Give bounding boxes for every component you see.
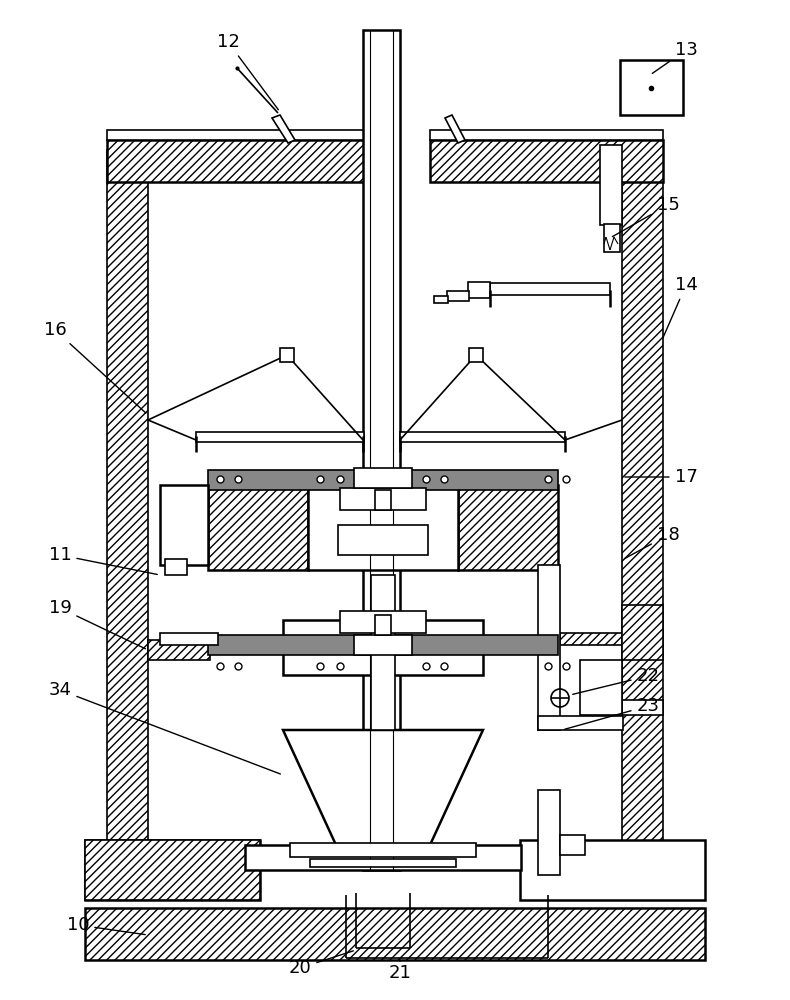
Bar xyxy=(280,348,294,362)
Polygon shape xyxy=(445,115,465,143)
Text: 20: 20 xyxy=(288,951,353,977)
Text: 17: 17 xyxy=(625,468,698,486)
Bar xyxy=(107,150,148,900)
Bar xyxy=(107,130,365,140)
Bar xyxy=(375,490,391,510)
Bar xyxy=(375,615,391,635)
Bar xyxy=(430,130,663,140)
Bar xyxy=(338,525,428,555)
Bar xyxy=(604,224,620,252)
Text: 19: 19 xyxy=(48,599,145,649)
Bar xyxy=(580,660,622,715)
Text: 13: 13 xyxy=(653,41,698,73)
Bar xyxy=(538,790,560,875)
Bar xyxy=(600,145,622,225)
Polygon shape xyxy=(283,730,483,845)
Bar xyxy=(458,485,558,570)
Bar xyxy=(196,432,364,442)
Bar xyxy=(430,140,663,182)
Bar xyxy=(354,468,412,488)
Bar xyxy=(340,611,426,633)
Bar xyxy=(160,633,218,645)
Bar xyxy=(245,845,521,870)
Bar xyxy=(208,635,558,655)
Text: 22: 22 xyxy=(573,667,660,694)
Bar xyxy=(400,432,565,442)
Bar xyxy=(622,605,663,660)
Bar xyxy=(290,843,476,857)
Bar xyxy=(354,635,412,655)
Bar xyxy=(622,700,663,715)
Bar xyxy=(560,633,622,645)
Bar xyxy=(560,835,585,855)
Text: 16: 16 xyxy=(43,321,146,413)
Bar xyxy=(363,30,400,870)
Circle shape xyxy=(551,689,569,707)
Bar xyxy=(85,840,260,900)
Bar xyxy=(538,565,560,730)
Bar xyxy=(85,840,260,900)
Text: 12: 12 xyxy=(216,33,278,110)
Bar xyxy=(310,859,456,867)
Text: 11: 11 xyxy=(49,546,157,574)
Text: 18: 18 xyxy=(624,526,679,559)
Bar xyxy=(208,485,308,570)
Bar xyxy=(469,348,483,362)
Bar xyxy=(340,488,426,510)
Bar xyxy=(622,150,663,900)
Bar xyxy=(447,291,469,301)
Bar xyxy=(165,559,187,575)
Text: 34: 34 xyxy=(48,681,280,774)
Bar xyxy=(208,470,558,490)
Text: 23: 23 xyxy=(565,697,660,729)
Text: 10: 10 xyxy=(66,916,145,935)
Text: 15: 15 xyxy=(612,196,679,237)
Text: 14: 14 xyxy=(663,276,698,337)
Polygon shape xyxy=(272,115,295,143)
Text: 21: 21 xyxy=(389,960,412,982)
Bar xyxy=(160,485,208,565)
Bar xyxy=(520,840,705,900)
Bar xyxy=(490,283,610,295)
Bar xyxy=(468,282,490,298)
Bar xyxy=(283,620,483,675)
Bar xyxy=(107,140,365,182)
Bar xyxy=(538,716,623,730)
Bar xyxy=(371,575,395,730)
Bar xyxy=(308,485,458,570)
Bar xyxy=(85,908,705,960)
Bar xyxy=(620,60,683,115)
Bar xyxy=(434,296,448,303)
Bar xyxy=(148,640,210,660)
